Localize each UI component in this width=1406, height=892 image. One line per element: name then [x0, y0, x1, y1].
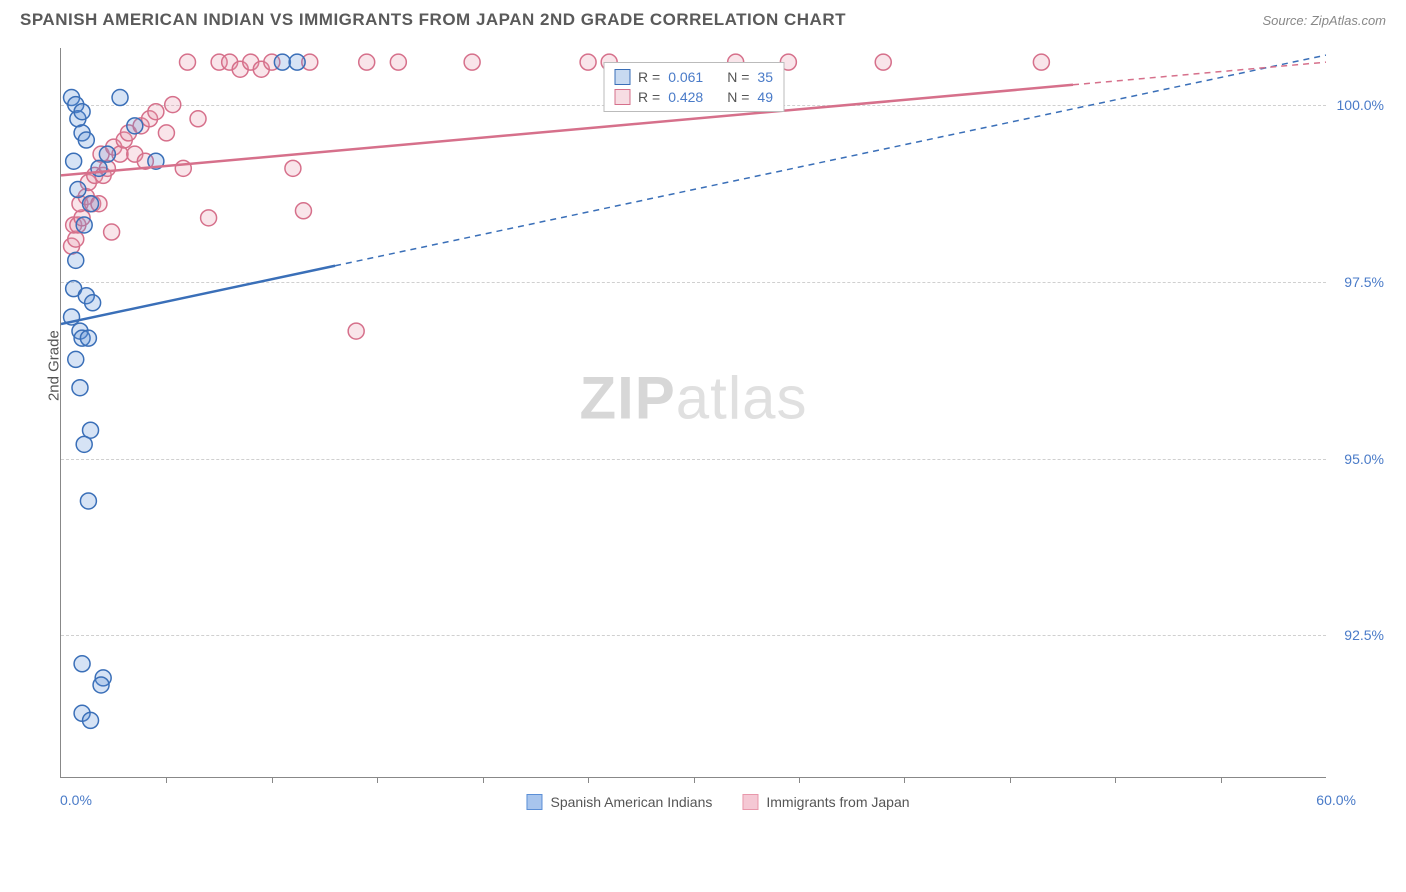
y-tick-label: 92.5%: [1344, 627, 1384, 643]
plot-svg: [61, 48, 1326, 777]
y-tick-label: 95.0%: [1344, 451, 1384, 467]
stats-row-1: R = 0.428 N = 49: [614, 87, 773, 107]
r-value-1: 0.428: [668, 89, 703, 105]
swatch-series-1: [614, 89, 630, 105]
r-label-1: R =: [638, 89, 660, 105]
legend-bottom: Spanish American Indians Immigrants from…: [526, 794, 909, 810]
x-max-label: 60.0%: [1316, 792, 1356, 808]
stats-row-0: R = 0.061 N = 35: [614, 67, 773, 87]
n-label-1: N =: [727, 89, 749, 105]
n-label-0: N =: [727, 69, 749, 85]
r-value-0: 0.061: [668, 69, 703, 85]
plot-area: ZIPatlas R = 0.061 N = 35 R = 0.428 N = …: [60, 48, 1326, 778]
n-value-1: 49: [757, 89, 773, 105]
y-tick-label: 100.0%: [1337, 97, 1384, 113]
stats-legend: R = 0.061 N = 35 R = 0.428 N = 49: [603, 62, 784, 112]
source-label: Source: ZipAtlas.com: [1262, 13, 1386, 28]
legend-label-0: Spanish American Indians: [550, 794, 712, 810]
n-value-0: 35: [757, 69, 773, 85]
y-tick-label: 97.5%: [1344, 274, 1384, 290]
x-min-label: 0.0%: [60, 792, 92, 808]
chart-title: SPANISH AMERICAN INDIAN VS IMMIGRANTS FR…: [20, 10, 846, 30]
header: SPANISH AMERICAN INDIAN VS IMMIGRANTS FR…: [0, 0, 1406, 38]
legend-swatch-0: [526, 794, 542, 810]
legend-item-1: Immigrants from Japan: [742, 794, 909, 810]
swatch-series-0: [614, 69, 630, 85]
legend-item-0: Spanish American Indians: [526, 794, 712, 810]
legend-swatch-1: [742, 794, 758, 810]
legend-label-1: Immigrants from Japan: [766, 794, 909, 810]
r-label-0: R =: [638, 69, 660, 85]
chart-container: 2nd Grade ZIPatlas R = 0.061 N = 35 R = …: [50, 38, 1386, 818]
